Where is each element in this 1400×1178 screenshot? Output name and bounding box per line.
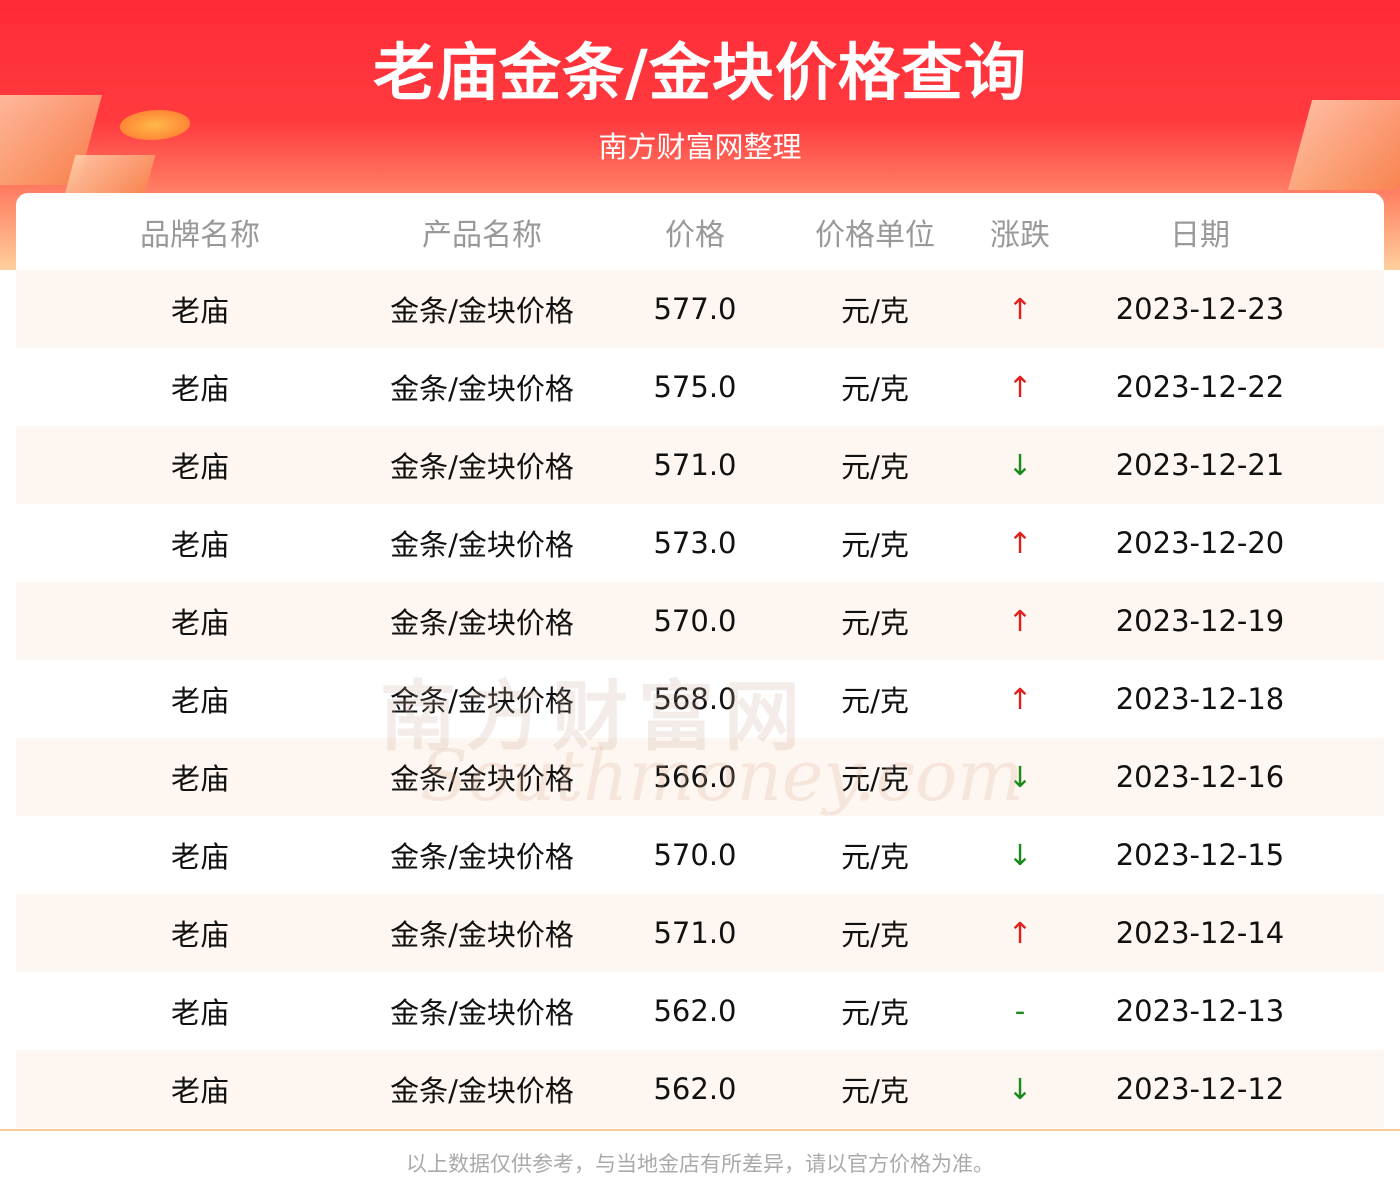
change-indicator: ↓ xyxy=(1007,760,1033,794)
brand-cell: 老庙 xyxy=(170,528,230,562)
change-indicator: ↑ xyxy=(1007,682,1033,716)
price-cell: 570.0 xyxy=(653,604,737,638)
unit-cell: 元/克 xyxy=(841,606,909,640)
brand-cell: 老庙 xyxy=(170,294,230,328)
change-indicator: ↓ xyxy=(1007,1072,1033,1106)
brand-cell: 老庙 xyxy=(170,918,230,952)
product-cell: 金条/金块价格 xyxy=(390,606,574,640)
price-cell: 575.0 xyxy=(653,370,737,404)
price-cell: 568.0 xyxy=(653,682,737,716)
date-cell: 2023-12-23 xyxy=(1115,292,1285,326)
change-indicator: ↓ xyxy=(1007,838,1033,872)
page-title: 老庙金条/金块价格查询 xyxy=(373,36,1027,109)
table-row: 老庙 金条/金块价格 573.0 元/克 ↑ 2023-12-20 xyxy=(16,504,1384,582)
table-row: 老庙 金条/金块价格 575.0 元/克 ↑ 2023-12-22 xyxy=(16,348,1384,426)
change-indicator: ↑ xyxy=(1007,292,1033,326)
price-cell: 570.0 xyxy=(653,838,737,872)
product-cell: 金条/金块价格 xyxy=(390,450,574,484)
product-cell: 金条/金块价格 xyxy=(390,294,574,328)
brand-cell: 老庙 xyxy=(170,996,230,1030)
unit-cell: 元/克 xyxy=(841,840,909,874)
unit-cell: 元/克 xyxy=(841,1074,909,1108)
table-row: 老庙 金条/金块价格 566.0 元/克 ↓ 2023-12-16 xyxy=(16,738,1384,816)
table-row: 老庙 金条/金块价格 568.0 元/克 ↑ 2023-12-18 xyxy=(16,660,1384,738)
change-indicator: ↑ xyxy=(1007,604,1033,638)
product-cell: 金条/金块价格 xyxy=(390,684,574,718)
product-cell: 金条/金块价格 xyxy=(390,528,574,562)
change-indicator: ↑ xyxy=(1007,916,1033,950)
brand-cell: 老庙 xyxy=(170,606,230,640)
column-header-product: 产品名称 xyxy=(422,218,542,253)
product-cell: 金条/金块价格 xyxy=(390,840,574,874)
column-header-price: 价格 xyxy=(665,218,725,253)
unit-cell: 元/克 xyxy=(841,762,909,796)
change-indicator: - xyxy=(1014,994,1026,1028)
unit-cell: 元/克 xyxy=(841,528,909,562)
column-header-unit: 价格单位 xyxy=(815,218,935,253)
date-cell: 2023-12-14 xyxy=(1115,916,1285,950)
table-header: 品牌名称 产品名称 价格 价格单位 涨跌 日期 xyxy=(16,193,1384,271)
column-header-date: 日期 xyxy=(1170,218,1230,253)
date-cell: 2023-12-21 xyxy=(1115,448,1285,482)
price-cell: 566.0 xyxy=(653,760,737,794)
price-cell: 571.0 xyxy=(653,916,737,950)
date-cell: 2023-12-13 xyxy=(1115,994,1285,1028)
column-header-brand: 品牌名称 xyxy=(140,218,260,253)
price-cell: 562.0 xyxy=(653,994,737,1028)
table-row: 老庙 金条/金块价格 562.0 元/克 - 2023-12-13 xyxy=(16,972,1384,1050)
table-row: 老庙 金条/金块价格 571.0 元/克 ↓ 2023-12-21 xyxy=(16,426,1384,504)
price-cell: 577.0 xyxy=(653,292,737,326)
unit-cell: 元/克 xyxy=(841,294,909,328)
product-cell: 金条/金块价格 xyxy=(390,372,574,406)
table-row: 老庙 金条/金块价格 570.0 元/克 ↓ 2023-12-15 xyxy=(16,816,1384,894)
brand-cell: 老庙 xyxy=(170,762,230,796)
table-row: 老庙 金条/金块价格 570.0 元/克 ↑ 2023-12-19 xyxy=(16,582,1384,660)
brand-cell: 老庙 xyxy=(170,450,230,484)
unit-cell: 元/克 xyxy=(841,918,909,952)
brand-cell: 老庙 xyxy=(170,1074,230,1108)
product-cell: 金条/金块价格 xyxy=(390,918,574,952)
table-row: 老庙 金条/金块价格 577.0 元/克 ↑ 2023-12-23 xyxy=(16,270,1384,348)
date-cell: 2023-12-15 xyxy=(1115,838,1285,872)
brand-cell: 老庙 xyxy=(170,840,230,874)
unit-cell: 元/克 xyxy=(841,372,909,406)
unit-cell: 元/克 xyxy=(841,450,909,484)
product-cell: 金条/金块价格 xyxy=(390,996,574,1030)
date-cell: 2023-12-12 xyxy=(1115,1072,1285,1106)
price-cell: 573.0 xyxy=(653,526,737,560)
brand-cell: 老庙 xyxy=(170,684,230,718)
change-indicator: ↓ xyxy=(1007,448,1033,482)
brand-cell: 老庙 xyxy=(170,372,230,406)
page-subtitle: 南方财富网整理 xyxy=(598,130,802,164)
date-cell: 2023-12-18 xyxy=(1115,682,1285,716)
table-row: 老庙 金条/金块价格 571.0 元/克 ↑ 2023-12-14 xyxy=(16,894,1384,972)
product-cell: 金条/金块价格 xyxy=(390,762,574,796)
footer-divider xyxy=(0,1129,1400,1131)
change-indicator: ↑ xyxy=(1007,370,1033,404)
date-cell: 2023-12-19 xyxy=(1115,604,1285,638)
column-header-change: 涨跌 xyxy=(990,218,1050,253)
table-row: 老庙 金条/金块价格 562.0 元/克 ↓ 2023-12-12 xyxy=(16,1050,1384,1128)
unit-cell: 元/克 xyxy=(841,684,909,718)
date-cell: 2023-12-20 xyxy=(1115,526,1285,560)
price-cell: 571.0 xyxy=(653,448,737,482)
date-cell: 2023-12-22 xyxy=(1115,370,1285,404)
product-cell: 金条/金块价格 xyxy=(390,1074,574,1108)
unit-cell: 元/克 xyxy=(841,996,909,1030)
disclaimer: 以上数据仅供参考，与当地金店有所差异，请以官方价格为准。 xyxy=(406,1152,994,1176)
change-indicator: ↑ xyxy=(1007,526,1033,560)
price-cell: 562.0 xyxy=(653,1072,737,1106)
date-cell: 2023-12-16 xyxy=(1115,760,1285,794)
price-table: 品牌名称 产品名称 价格 价格单位 涨跌 日期 老庙 金条/金块价格 577.0 元/… xyxy=(16,193,1384,1129)
